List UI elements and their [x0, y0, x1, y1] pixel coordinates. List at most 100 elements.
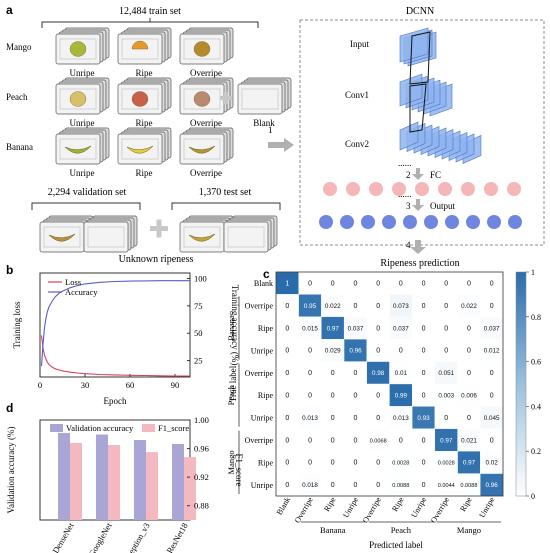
banana-icon: [64, 145, 92, 154]
matrix-value: 0: [285, 325, 289, 332]
x-tick-label: 90: [171, 380, 180, 390]
fruit-row-label: Banana: [6, 142, 33, 152]
validation-set-title: 2,294 validation set: [48, 187, 127, 198]
row-label: Unripe: [251, 346, 274, 355]
plus-icon: [150, 219, 168, 238]
fc-node: [392, 182, 406, 196]
photo-tray: [59, 38, 97, 60]
panel-a: a 12,484 train set Mango Unripe Ripe Overri…: [6, 3, 545, 269]
matrix-value: 0.0044: [438, 483, 455, 489]
matrix-value: 0: [467, 370, 471, 377]
photo-tray: [241, 88, 279, 110]
arrow-down-icon: [412, 199, 424, 211]
loss-line: [40, 335, 190, 377]
matrix-value: 0.02: [486, 460, 499, 467]
colorbar-tick-label: 0.4: [531, 402, 541, 411]
test-photo-stack: [179, 215, 234, 253]
col-group-label: Banana: [320, 525, 346, 535]
matrix-value: 0: [422, 325, 426, 332]
matrix-value: 0.96: [349, 348, 362, 355]
matrix-value: 0: [422, 303, 426, 310]
unknown-ripeness-label: Unknown ripeness: [119, 254, 194, 265]
matrix-value: 0: [422, 370, 426, 377]
fc-node: [484, 182, 498, 196]
arrow-down-icon: [410, 240, 426, 254]
feature-map-slab: [399, 121, 419, 151]
row-label: Ripe: [258, 458, 274, 467]
photo-frame: [237, 83, 283, 115]
photo-tray: [59, 88, 97, 110]
fruit-photo-stack: [179, 127, 234, 165]
row-label: Overripe: [245, 436, 274, 445]
stage-label: Unripe: [70, 168, 95, 178]
output-node: [487, 215, 501, 229]
b-xlabel: Epoch: [104, 396, 127, 406]
right-tick-label: 25: [194, 356, 203, 366]
matrix-value: 0.97: [463, 460, 476, 467]
photo-tray: [59, 138, 97, 160]
matrix-value: 0.0028: [438, 461, 455, 467]
plus-icon: [220, 92, 232, 104]
matrix-value: 0: [353, 437, 357, 444]
matrix-value: 0.022: [461, 303, 477, 310]
output-node: [319, 215, 333, 229]
fc-node: [461, 182, 475, 196]
validation-bar: [172, 444, 184, 520]
fruit-photo-stack: [117, 27, 172, 65]
dcnn-title: DCNN: [406, 6, 434, 17]
matrix-value: 0: [331, 370, 335, 377]
matrix-value: 0: [467, 415, 471, 422]
matrix-value: 0.037: [484, 325, 500, 332]
photo-tray: [183, 226, 221, 248]
matrix-value: 0.006: [461, 393, 477, 400]
step-4-label: 4: [406, 240, 411, 250]
matrix-value: 0: [308, 437, 312, 444]
matrix-value: 0: [353, 415, 357, 422]
matrix-value: 0.037: [393, 325, 409, 332]
fruit-photo-stack: [55, 77, 110, 115]
matrix-value: 0.045: [484, 415, 500, 422]
stage-label: Ripe: [136, 68, 153, 78]
matrix-value: 0: [353, 460, 357, 467]
layer-input-label: Input: [350, 39, 369, 49]
category-label: GoogleNet: [86, 520, 114, 553]
matrix-value: 0.037: [348, 325, 364, 332]
stage-label: Overripe: [190, 118, 222, 128]
fruit-photo-stack: [55, 127, 110, 165]
row-label: Overripe: [245, 369, 274, 378]
banana-icon: [126, 145, 154, 154]
fruit-icon: [69, 91, 87, 107]
matrix-value: 0: [285, 393, 289, 400]
matrix-value: 0: [331, 437, 335, 444]
test-photo-stack: [223, 215, 278, 253]
matrix-value: 0: [422, 482, 426, 489]
matrix-value: 0: [285, 482, 289, 489]
stage-label: Overripe: [190, 68, 222, 78]
matrix-value: 0: [376, 348, 380, 355]
row-label: Unripe: [251, 481, 274, 490]
output-node: [403, 215, 417, 229]
row-group-label: Peach: [226, 384, 236, 405]
matrix-value: 0: [467, 325, 471, 332]
output-node: [445, 215, 459, 229]
test-brace: [171, 202, 281, 210]
matrix-value: 0: [285, 303, 289, 310]
fc-label: FC: [430, 170, 441, 180]
matrix-value: 0: [285, 348, 289, 355]
fruit-photo-stack: [55, 27, 110, 65]
stage-label: Overripe: [190, 168, 222, 178]
blank-photo-stack: [237, 77, 292, 115]
matrix-value: 0: [376, 460, 380, 467]
right-tick-label: 100: [194, 273, 207, 283]
confusion-matrix: 1 0 0 0 0 0 0 0 0 0 0 0.95 0.022 0 0 0.073 0 0 0.022 0 0 0.01…: [275, 271, 504, 497]
photo-tray: [121, 88, 159, 110]
fruit-icon: [131, 91, 149, 107]
output-node: [340, 215, 354, 229]
layer-conv1-label: Conv1: [345, 90, 369, 100]
photo-tray: [121, 138, 159, 160]
fruit-icon: [131, 40, 149, 50]
fc-ellipsis: ......: [398, 158, 412, 168]
col-label: Unripe: [341, 495, 360, 519]
matrix-value: 0.97: [440, 437, 453, 444]
validation-bar: [58, 433, 70, 520]
